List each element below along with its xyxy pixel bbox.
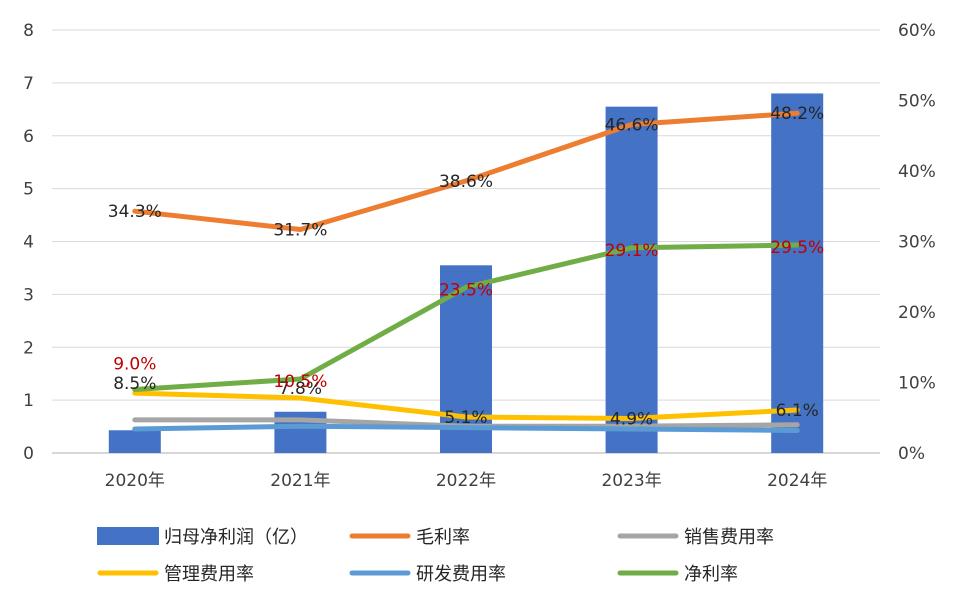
data-label: 6.1% bbox=[776, 401, 819, 421]
y-left-axis: 0 1 2 3 4 5 6 7 8 bbox=[23, 21, 34, 464]
legend-label: 销售费用率 bbox=[684, 527, 774, 548]
y-left-tick-label: 5 bbox=[23, 180, 34, 200]
legend-item-net_margin: 净利率 bbox=[617, 564, 738, 585]
bar bbox=[771, 93, 824, 453]
data-label: 48.2% bbox=[770, 104, 824, 124]
data-label: 23.5% bbox=[439, 280, 493, 300]
data-label: 29.5% bbox=[770, 238, 824, 258]
legend-label: 管理费用率 bbox=[164, 564, 254, 585]
line-series-gross_margin bbox=[132, 110, 800, 233]
y-left-tick-label: 7 bbox=[23, 74, 34, 94]
legend-label: 毛利率 bbox=[416, 527, 470, 548]
data-label: 8.5% bbox=[113, 374, 156, 394]
data-label: 34.3% bbox=[108, 202, 162, 222]
y-right-tick-label: 20% bbox=[898, 303, 936, 323]
y-right-axis: 0% 10% 20% 30% 40% 50% 60% bbox=[898, 21, 936, 464]
legend-item-rnd_expense: 研发费用率 bbox=[349, 564, 506, 585]
bar bbox=[108, 430, 161, 453]
legend-label: 研发费用率 bbox=[416, 564, 506, 585]
x-tick-label: 2023年 bbox=[601, 471, 661, 491]
data-label: 5.1% bbox=[444, 408, 487, 428]
y-left-tick-label: 3 bbox=[23, 285, 34, 305]
gridlines bbox=[52, 29, 880, 454]
line-series-admin_expense bbox=[132, 390, 800, 421]
data-label: 29.1% bbox=[605, 241, 659, 261]
y-right-tick-label: 40% bbox=[898, 162, 936, 182]
y-left-tick-label: 4 bbox=[23, 233, 34, 253]
data-label: 7.8% bbox=[279, 379, 322, 399]
legend-item-net_profit: 归母净利润（亿） bbox=[97, 527, 308, 548]
line-series-net_margin bbox=[132, 242, 800, 393]
data-labels-admin_expense: 8.5% 7.8% 5.1% 4.9% 6.1% bbox=[113, 374, 819, 429]
y-left-tick-label: 1 bbox=[23, 391, 34, 411]
legend-item-admin_expense: 管理费用率 bbox=[97, 564, 254, 585]
data-labels-gross_margin: 34.3% 31.7% 38.6% 46.6% 48.2% bbox=[108, 104, 824, 240]
y-right-tick-label: 50% bbox=[898, 92, 936, 112]
data-label: 4.9% bbox=[610, 409, 653, 429]
data-labels-net_margin: 9.0% 10.5% 23.5% 29.1% 29.5% bbox=[113, 238, 824, 392]
data-label: 31.7% bbox=[273, 221, 327, 241]
y-right-tick-label: 10% bbox=[898, 374, 936, 394]
x-tick-label: 2022年 bbox=[436, 471, 496, 491]
data-label: 9.0% bbox=[113, 355, 156, 375]
x-tick-label: 2020年 bbox=[105, 471, 165, 491]
x-axis: 2020年 2021年 2022年 2023年 2024年 bbox=[105, 471, 828, 491]
bar bbox=[605, 106, 658, 453]
legend-swatch bbox=[97, 527, 159, 545]
legend-label: 归母净利润（亿） bbox=[164, 527, 308, 548]
data-label: 46.6% bbox=[605, 115, 659, 135]
y-right-tick-label: 30% bbox=[898, 233, 936, 253]
y-left-tick-label: 6 bbox=[23, 127, 34, 147]
bar-series-net_profit bbox=[108, 93, 824, 453]
legend-item-sales_expense: 销售费用率 bbox=[617, 527, 774, 548]
data-label: 38.6% bbox=[439, 172, 493, 192]
legend-label: 净利率 bbox=[684, 564, 738, 585]
y-left-tick-label: 2 bbox=[23, 338, 34, 358]
data-label: 10.5% bbox=[273, 372, 327, 392]
line-series-rnd_expense bbox=[132, 423, 800, 433]
x-tick-label: 2024年 bbox=[767, 471, 827, 491]
y-left-tick-label: 0 bbox=[23, 444, 34, 464]
x-tick-label: 2021年 bbox=[270, 471, 330, 491]
legend-item-gross_margin: 毛利率 bbox=[349, 527, 470, 548]
y-right-tick-label: 0% bbox=[898, 444, 925, 464]
y-right-tick-label: 60% bbox=[898, 21, 936, 41]
y-left-tick-label: 8 bbox=[23, 21, 34, 41]
